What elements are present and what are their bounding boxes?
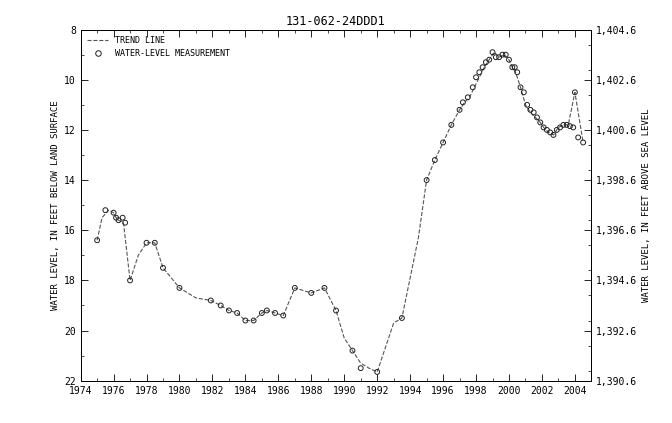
Point	[528, 109, 539, 116]
Point	[232, 310, 243, 316]
Point	[421, 177, 432, 184]
Point	[558, 121, 569, 128]
Legend: TREND LINE, WATER-LEVEL MEASUREMENT: TREND LINE, WATER-LEVEL MEASUREMENT	[85, 34, 233, 60]
Point	[497, 51, 508, 58]
Point	[446, 121, 457, 128]
Point	[474, 69, 485, 76]
Point	[494, 54, 505, 60]
Point	[477, 64, 488, 71]
Point	[467, 84, 478, 91]
Point	[355, 365, 366, 371]
Point	[554, 124, 565, 131]
Point	[158, 264, 169, 271]
Point	[141, 239, 152, 246]
Title: 131-062-24DDD1: 131-062-24DDD1	[286, 16, 386, 28]
Point	[573, 134, 583, 141]
Point	[437, 139, 448, 146]
Point	[484, 56, 495, 63]
Point	[503, 56, 514, 63]
Point	[290, 285, 300, 291]
Point	[521, 102, 532, 108]
Point	[240, 317, 251, 324]
Point	[501, 51, 511, 58]
Point	[564, 123, 575, 129]
Point	[396, 315, 407, 321]
Point	[120, 220, 130, 226]
Point	[507, 64, 517, 71]
Point	[306, 290, 317, 297]
Point	[454, 107, 465, 113]
Point	[538, 124, 549, 131]
Point	[561, 121, 572, 128]
Point	[372, 368, 382, 375]
Point	[548, 132, 559, 138]
Point	[206, 297, 216, 304]
Point	[248, 317, 259, 324]
Point	[278, 312, 289, 319]
Point	[552, 126, 562, 133]
Point	[224, 307, 235, 314]
Point	[331, 307, 341, 314]
Point	[111, 214, 122, 221]
Y-axis label: WATER LEVEL, IN FEET ABOVE SEA LEVEL: WATER LEVEL, IN FEET ABOVE SEA LEVEL	[642, 108, 650, 302]
Point	[100, 207, 111, 214]
Point	[319, 285, 330, 291]
Point	[462, 94, 473, 101]
Point	[429, 157, 440, 163]
Point	[542, 126, 552, 133]
Point	[569, 89, 580, 96]
Point	[108, 209, 119, 216]
Point	[568, 124, 579, 131]
Y-axis label: WATER LEVEL, IN FEET BELOW LAND SURFACE: WATER LEVEL, IN FEET BELOW LAND SURFACE	[51, 100, 60, 310]
Point	[487, 49, 498, 55]
Point	[149, 239, 160, 246]
Point	[578, 139, 589, 146]
Point	[118, 214, 128, 221]
Point	[525, 107, 536, 113]
Point	[535, 119, 546, 126]
Point	[269, 310, 280, 316]
Point	[261, 307, 272, 314]
Point	[458, 99, 468, 106]
Point	[125, 277, 136, 284]
Point	[512, 69, 523, 76]
Point	[515, 84, 526, 91]
Point	[347, 347, 358, 354]
Point	[491, 54, 501, 60]
Point	[480, 59, 491, 66]
Point	[257, 310, 267, 316]
Point	[545, 129, 556, 136]
Point	[470, 74, 481, 81]
Point	[174, 285, 185, 291]
Point	[532, 114, 542, 121]
Point	[509, 64, 520, 71]
Point	[518, 89, 529, 96]
Point	[113, 217, 124, 224]
Point	[215, 302, 226, 309]
Point	[92, 237, 103, 244]
